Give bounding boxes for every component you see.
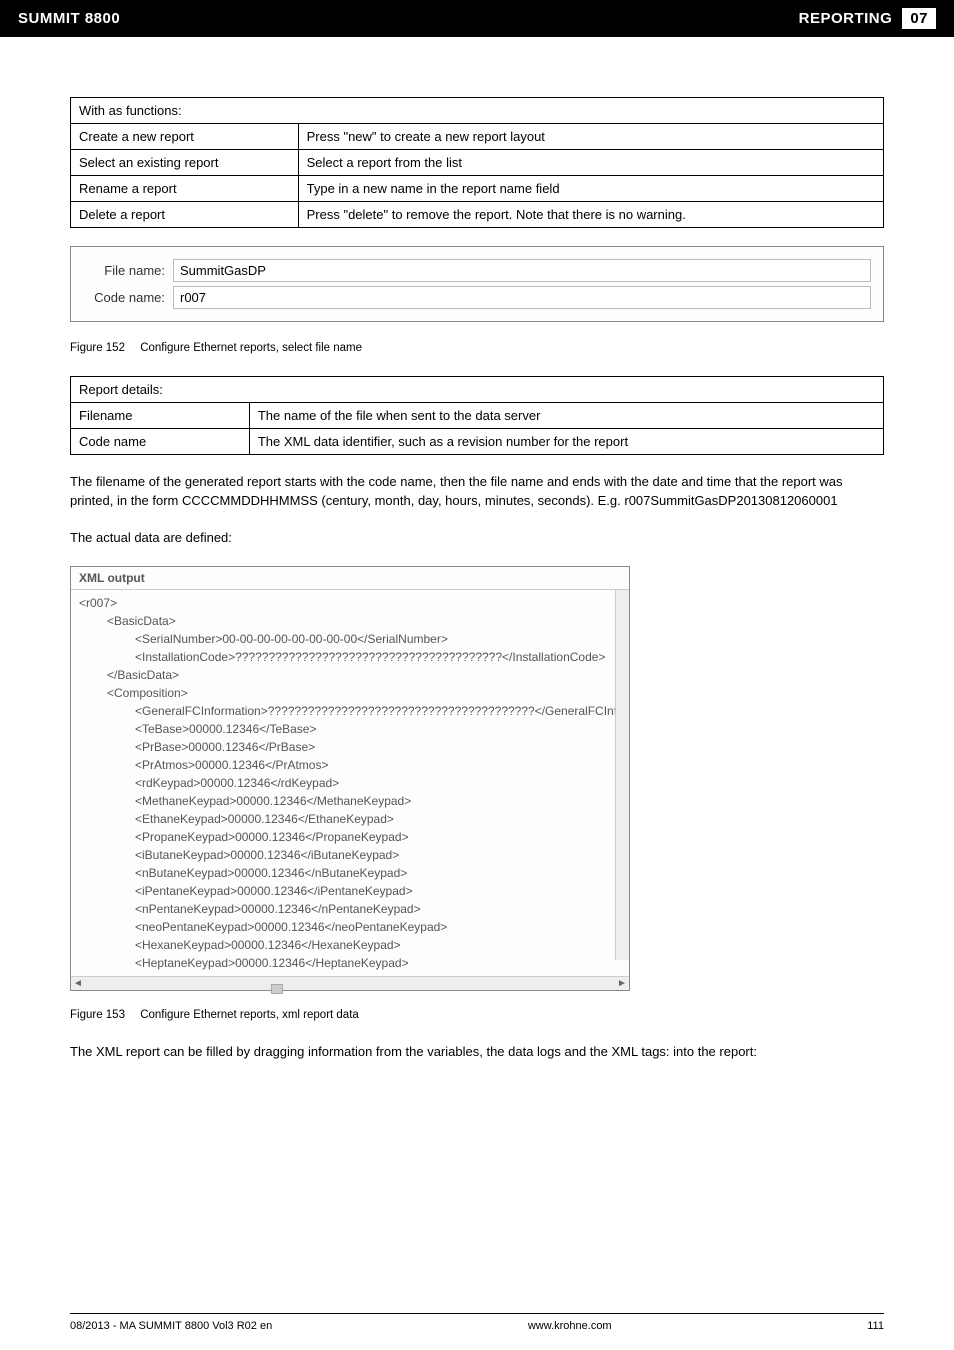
xml-line: <PropaneKeypad>00000.12346</PropaneKeypa… bbox=[79, 828, 625, 846]
xml-output-title: XML output bbox=[71, 567, 629, 590]
functions-title: With as functions: bbox=[71, 98, 884, 124]
xml-line: <PrAtmos>00000.12346</PrAtmos> bbox=[79, 756, 625, 774]
xml-line: <nPentaneKeypad>00000.12346</nPentaneKey… bbox=[79, 900, 625, 918]
figure-number: Figure 152 bbox=[70, 342, 125, 354]
paragraph-xml-report: The XML report can be filled by dragging… bbox=[70, 1043, 884, 1062]
xml-line: <HexaneKeypad>00000.12346</HexaneKeypad> bbox=[79, 936, 625, 954]
row-label: Delete a report bbox=[71, 202, 299, 228]
row-desc: Select a report from the list bbox=[298, 150, 883, 176]
scroll-left-icon[interactable]: ◄ bbox=[71, 978, 85, 989]
code-name-label: Code name: bbox=[83, 290, 173, 305]
page-footer: 08/2013 - MA SUMMIT 8800 Vol3 R02 en www… bbox=[70, 1313, 884, 1332]
functions-table: With as functions: Create a new report P… bbox=[70, 97, 884, 228]
paragraph-filename: The filename of the generated report sta… bbox=[70, 473, 884, 511]
row-desc: Press "new" to create a new report layou… bbox=[298, 124, 883, 150]
paragraph-actual-data: The actual data are defined: bbox=[70, 529, 884, 548]
xml-line: <neoPentaneKeypad>00000.12346</neoPentan… bbox=[79, 918, 625, 936]
figure-153-caption: Figure 153 Configure Ethernet reports, x… bbox=[70, 1009, 884, 1021]
footer-right: 111 bbox=[867, 1320, 884, 1332]
footer-left: 08/2013 - MA SUMMIT 8800 Vol3 R02 en bbox=[70, 1320, 272, 1332]
figure-text: Configure Ethernet reports, select file … bbox=[140, 342, 362, 354]
table-row: Delete a report Press "delete" to remove… bbox=[71, 202, 884, 228]
xml-line: <iButaneKeypad>00000.12346</iButaneKeypa… bbox=[79, 846, 625, 864]
table-row: Rename a report Type in a new name in th… bbox=[71, 176, 884, 202]
xml-line: <TeBase>00000.12346</TeBase> bbox=[79, 720, 625, 738]
xml-line: <SerialNumber>00-00-00-00-00-00-00-00</S… bbox=[79, 630, 625, 648]
horizontal-scrollbar[interactable]: ◄ ► bbox=[71, 976, 629, 990]
vertical-scrollbar[interactable] bbox=[615, 590, 629, 960]
file-name-label: File name: bbox=[83, 263, 173, 278]
xml-line: <HeptaneKeypad>00000.12346</HeptaneKeypa… bbox=[79, 954, 625, 972]
xml-line: <r007> bbox=[79, 594, 625, 612]
row-label: Create a new report bbox=[71, 124, 299, 150]
report-details-table: Report details: Filename The name of the… bbox=[70, 376, 884, 455]
row-label: Filename bbox=[71, 403, 250, 429]
product-name: SUMMIT 8800 bbox=[18, 10, 120, 27]
figure-number: Figure 153 bbox=[70, 1009, 125, 1021]
section-name: REPORTING bbox=[799, 10, 893, 27]
row-label: Rename a report bbox=[71, 176, 299, 202]
xml-line: <InstallationCode>??????????????????????… bbox=[79, 648, 625, 666]
xml-line: <BasicData> bbox=[79, 612, 625, 630]
xml-output-body: <r007><BasicData><SerialNumber>00-00-00-… bbox=[71, 590, 629, 976]
row-desc: The XML data identifier, such as a revis… bbox=[249, 429, 883, 455]
table-row: Create a new report Press "new" to creat… bbox=[71, 124, 884, 150]
code-name-input[interactable] bbox=[173, 286, 871, 309]
xml-line: <EthaneKeypad>00000.12346</EthaneKeypad> bbox=[79, 810, 625, 828]
filename-form: File name: Code name: bbox=[70, 246, 884, 322]
table-row: Code name The XML data identifier, such … bbox=[71, 429, 884, 455]
table-row: Select an existing report Select a repor… bbox=[71, 150, 884, 176]
scroll-thumb[interactable] bbox=[271, 984, 283, 994]
footer-center: www.krohne.com bbox=[528, 1320, 612, 1332]
page-header: SUMMIT 8800 REPORTING 07 bbox=[0, 0, 954, 37]
xml-line: <GeneralFCInformation>??????????????????… bbox=[79, 702, 625, 720]
table-row: Filename The name of the file when sent … bbox=[71, 403, 884, 429]
xml-line: <iPentaneKeypad>00000.12346</iPentaneKey… bbox=[79, 882, 625, 900]
row-label: Select an existing report bbox=[71, 150, 299, 176]
xml-line: <nButaneKeypad>00000.12346</nButaneKeypa… bbox=[79, 864, 625, 882]
xml-output-panel: XML output <r007><BasicData><SerialNumbe… bbox=[70, 566, 630, 991]
row-label: Code name bbox=[71, 429, 250, 455]
row-desc: Type in a new name in the report name fi… bbox=[298, 176, 883, 202]
details-title: Report details: bbox=[71, 377, 884, 403]
xml-line: <MethaneKeypad>00000.12346</MethaneKeypa… bbox=[79, 792, 625, 810]
xml-line: </BasicData> bbox=[79, 666, 625, 684]
row-desc: The name of the file when sent to the da… bbox=[249, 403, 883, 429]
chapter-number: 07 bbox=[902, 8, 936, 29]
xml-line: <PrBase>00000.12346</PrBase> bbox=[79, 738, 625, 756]
scroll-right-icon[interactable]: ► bbox=[615, 978, 629, 989]
file-name-input[interactable] bbox=[173, 259, 871, 282]
row-desc: Press "delete" to remove the report. Not… bbox=[298, 202, 883, 228]
figure-text: Configure Ethernet reports, xml report d… bbox=[140, 1009, 359, 1021]
figure-152-caption: Figure 152 Configure Ethernet reports, s… bbox=[70, 342, 884, 354]
xml-line: <rdKeypad>00000.12346</rdKeypad> bbox=[79, 774, 625, 792]
section-block: REPORTING 07 bbox=[799, 8, 936, 29]
xml-line: <Composition> bbox=[79, 684, 625, 702]
